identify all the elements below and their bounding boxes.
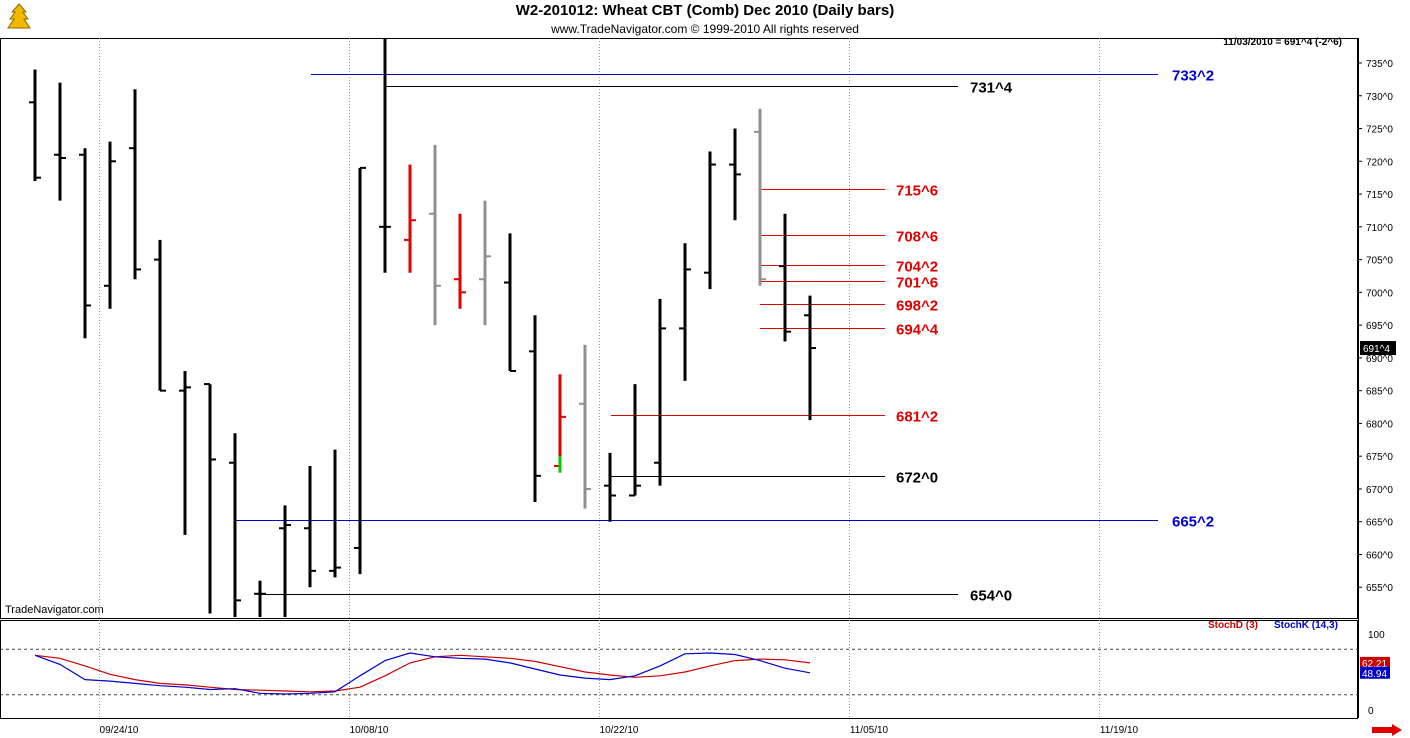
ohlc-bar bbox=[29, 69, 41, 181]
stoch-tick-label: 0 bbox=[1368, 706, 1374, 717]
last-price-label: 691^4 bbox=[1363, 344, 1390, 355]
level-label: 654^0 bbox=[970, 588, 1012, 605]
y-tick-label: 725^0 bbox=[1366, 125, 1393, 136]
y-tick-label: 715^0 bbox=[1366, 190, 1393, 201]
level-label: 665^2 bbox=[1172, 514, 1214, 531]
ohlc-bar bbox=[254, 580, 266, 617]
y-tick-label: 730^0 bbox=[1366, 92, 1393, 103]
ohlc-bar bbox=[79, 148, 91, 339]
y-tick-label: 690^0 bbox=[1366, 354, 1393, 365]
level-label: 672^0 bbox=[896, 470, 938, 487]
ohlc-bar bbox=[604, 452, 616, 522]
chart-title: W2-201012: Wheat CBT (Comb) Dec 2010 (Da… bbox=[515, 2, 895, 19]
y-tick-label: 675^0 bbox=[1366, 452, 1393, 463]
ohlc-bar bbox=[104, 141, 116, 309]
ohlc-bar bbox=[479, 200, 491, 326]
y-tick-label: 660^0 bbox=[1366, 550, 1393, 561]
ohlc-bar bbox=[304, 466, 316, 588]
level-label: 704^2 bbox=[896, 259, 938, 276]
stoch-last-box bbox=[1360, 656, 1390, 669]
ohlc-bar bbox=[329, 449, 341, 578]
y-tick-label: 710^0 bbox=[1366, 223, 1393, 234]
ohlc-bar bbox=[629, 384, 641, 497]
price-panel-frame bbox=[0, 38, 1358, 619]
stoch-last-box bbox=[1360, 666, 1390, 679]
stoch-last-label: 48.94 bbox=[1362, 669, 1387, 680]
level-label: 701^6 bbox=[896, 275, 938, 292]
stoch-tick-label: 100 bbox=[1368, 630, 1385, 641]
ohlc-bar bbox=[54, 82, 66, 201]
bar-highlight bbox=[558, 456, 562, 473]
ohlc-bar bbox=[729, 128, 741, 221]
y-tick-label: 705^0 bbox=[1366, 256, 1393, 267]
ohlc-bar bbox=[704, 151, 716, 290]
ohlc-bar bbox=[429, 144, 441, 326]
x-tick-label: 11/05/10 bbox=[850, 725, 889, 736]
ohlc-bar bbox=[804, 295, 816, 421]
level-label: 708^6 bbox=[896, 229, 938, 246]
scroll-right-arrow-icon[interactable] bbox=[1372, 724, 1402, 736]
level-label: 715^6 bbox=[896, 183, 938, 200]
stoch-last-label: 62.21 bbox=[1362, 659, 1387, 670]
watermark: TradeNavigator.com bbox=[5, 604, 104, 616]
y-tick-label: 685^0 bbox=[1366, 387, 1393, 398]
ohlc-bar bbox=[279, 505, 291, 617]
level-label: 698^2 bbox=[896, 298, 938, 315]
legend-stoch-d: StochD (3) bbox=[1208, 620, 1258, 631]
y-tick-label: 670^0 bbox=[1366, 485, 1393, 496]
last-price-box bbox=[1360, 341, 1396, 356]
stoch-k-line bbox=[34, 652, 811, 695]
y-tick-label: 665^0 bbox=[1366, 518, 1393, 529]
ohlc-bar bbox=[179, 370, 191, 535]
chart-subtitle: www.TradeNavigator.com © 1999-2010 All r… bbox=[551, 22, 859, 36]
ohlc-bar bbox=[454, 213, 466, 309]
level-label: 681^2 bbox=[896, 409, 938, 426]
ohlc-bar bbox=[379, 39, 391, 273]
ohlc-bar bbox=[754, 108, 766, 286]
status-readout: 11/03/2010 = 691^4 (-2^6) bbox=[1223, 37, 1342, 48]
ohlc-bar bbox=[679, 243, 691, 381]
y-tick-label: 735^0 bbox=[1366, 59, 1393, 70]
x-tick-label: 10/08/10 bbox=[350, 725, 389, 736]
ohlc-bar bbox=[154, 239, 166, 392]
logo-icon bbox=[7, 3, 31, 29]
y-tick-label: 680^0 bbox=[1366, 419, 1393, 430]
x-tick-label: 10/22/10 bbox=[600, 725, 639, 736]
level-label: 731^4 bbox=[970, 80, 1013, 97]
level-label: 694^4 bbox=[896, 322, 939, 339]
y-tick-label: 720^0 bbox=[1366, 157, 1393, 168]
ohlc-bar bbox=[129, 89, 141, 280]
ohlc-bar bbox=[504, 233, 516, 372]
y-tick-label: 695^0 bbox=[1366, 321, 1393, 332]
ohlc-bar bbox=[529, 315, 541, 503]
ohlc-bar bbox=[779, 213, 791, 342]
x-tick-label: 11/19/10 bbox=[1100, 725, 1139, 736]
ohlc-bar bbox=[204, 383, 216, 614]
ohlc-bar bbox=[579, 344, 591, 509]
legend-stoch-k: StochK (14,3) bbox=[1274, 620, 1338, 631]
ohlc-bar bbox=[229, 433, 241, 617]
ohlc-bar bbox=[354, 166, 366, 575]
y-tick-label: 655^0 bbox=[1366, 583, 1393, 594]
level-label: 733^2 bbox=[1172, 68, 1214, 85]
x-tick-label: 09/24/10 bbox=[100, 725, 139, 736]
ohlc-bar bbox=[654, 298, 666, 486]
ohlc-bar bbox=[404, 164, 416, 273]
stoch-panel-frame bbox=[0, 620, 1358, 719]
y-tick-label: 700^0 bbox=[1366, 288, 1393, 299]
stoch-d-line bbox=[34, 654, 811, 693]
